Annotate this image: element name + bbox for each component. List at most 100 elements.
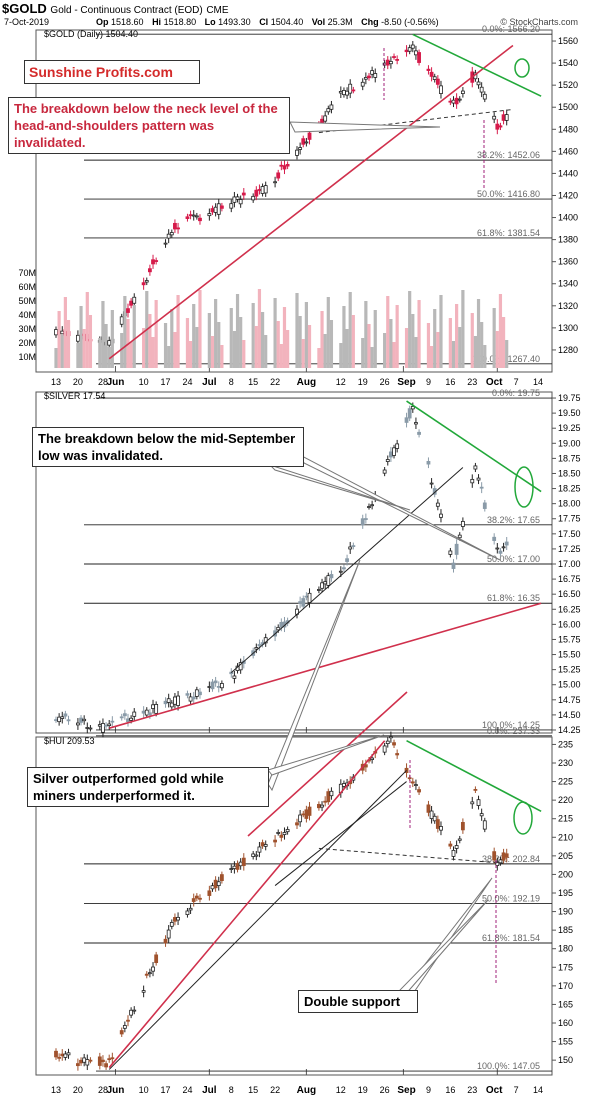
y-tick-label: 16.75 bbox=[558, 574, 581, 584]
candle-body bbox=[304, 141, 309, 144]
candle-body bbox=[373, 73, 378, 78]
volume-bar bbox=[417, 300, 421, 368]
candle-body bbox=[429, 71, 434, 77]
x-tick-label: 13 bbox=[51, 377, 61, 387]
volume-bar bbox=[411, 314, 415, 368]
volume-bar bbox=[455, 304, 459, 368]
y-tick-label: 175 bbox=[558, 962, 573, 972]
candle-body bbox=[141, 282, 146, 286]
panel-title-0: $GOLD (Daily) 1504.40 bbox=[44, 29, 138, 39]
candle-body bbox=[107, 1058, 112, 1061]
fib-label: 0.0%: 237.33 bbox=[487, 726, 540, 736]
x-tick-label: 15 bbox=[248, 1085, 258, 1095]
candle-body bbox=[132, 1009, 137, 1012]
annotation-silver: The breakdown below the mid-September lo… bbox=[32, 427, 304, 467]
volume-bar bbox=[298, 316, 302, 368]
volume-bar bbox=[188, 341, 193, 368]
candle-body bbox=[460, 521, 465, 527]
hui-callout-pointer-1 bbox=[267, 559, 361, 792]
candle-body bbox=[119, 1030, 124, 1035]
stat-op: Op 1518.60 bbox=[96, 17, 147, 27]
candle-body bbox=[414, 422, 418, 425]
panel-title-1: $SILVER 17.54 bbox=[44, 391, 105, 401]
y-tick-label: 16.25 bbox=[558, 604, 581, 614]
candle-body bbox=[342, 783, 346, 787]
volume-bar bbox=[414, 337, 418, 368]
x-tick-label: 23 bbox=[467, 1085, 477, 1095]
gold-green-ellipse bbox=[514, 58, 530, 78]
y-tick-label: 1280 bbox=[558, 345, 578, 355]
candle-body bbox=[285, 829, 290, 833]
volume-bar bbox=[495, 331, 499, 368]
y-tick-label: 190 bbox=[558, 907, 573, 917]
y-tick-label: 1480 bbox=[558, 124, 578, 134]
candle-body bbox=[219, 205, 224, 209]
candle-body bbox=[260, 842, 265, 847]
candle-body bbox=[169, 922, 174, 927]
y-tick-label: 1540 bbox=[558, 58, 578, 68]
candle-body bbox=[154, 260, 159, 262]
y-tick-label: 235 bbox=[558, 739, 573, 749]
volume-bar bbox=[429, 346, 434, 368]
candle-body bbox=[107, 723, 112, 726]
volume-bar bbox=[163, 323, 168, 368]
gold-neckline bbox=[318, 108, 514, 134]
candle-body bbox=[329, 574, 334, 579]
volume-bar bbox=[79, 306, 83, 368]
candle-body bbox=[219, 683, 224, 689]
candle-body bbox=[254, 854, 259, 857]
volume-bar bbox=[120, 333, 124, 368]
candle-body bbox=[451, 849, 456, 857]
y-tick-label: 160 bbox=[558, 1018, 573, 1028]
volume-bar bbox=[276, 321, 280, 368]
volume-bar bbox=[101, 301, 105, 368]
candle-body bbox=[479, 86, 484, 93]
candle-body bbox=[254, 647, 259, 650]
stat-chg: Chg -8.50 (-0.56%) bbox=[361, 17, 439, 27]
fib-label: 50.0%: 192.19 bbox=[482, 893, 540, 903]
candle-body bbox=[360, 518, 365, 526]
candle-body bbox=[57, 1056, 62, 1059]
y-tick-label: 1460 bbox=[558, 146, 578, 156]
fib-label: 0.0%: 1566.20 bbox=[482, 24, 540, 34]
y-tick-label: 18.00 bbox=[558, 499, 581, 509]
volume-bar bbox=[326, 297, 330, 368]
y-tick-label: 15.00 bbox=[558, 680, 581, 690]
gold-green-downtrend bbox=[412, 33, 542, 97]
candle-body bbox=[82, 1057, 87, 1063]
x-tick-label: 9 bbox=[426, 1085, 431, 1095]
y-tick-label: 170 bbox=[558, 981, 573, 991]
x-tick-label: 15 bbox=[248, 377, 258, 387]
candle-body bbox=[169, 232, 174, 236]
candle-body bbox=[166, 698, 171, 703]
y-tick-label: 17.00 bbox=[558, 559, 581, 569]
fib-label: 61.8%: 181.54 bbox=[482, 933, 540, 943]
x-tick-label: 14 bbox=[533, 1085, 543, 1095]
candle-body bbox=[79, 717, 83, 723]
candle-body bbox=[348, 546, 353, 550]
x-tick-label: Aug bbox=[297, 1085, 316, 1096]
candle-body bbox=[260, 186, 265, 194]
volume-bar bbox=[323, 334, 327, 368]
candle-body bbox=[479, 813, 484, 817]
y-tick-label: 1360 bbox=[558, 257, 578, 267]
volume-bar bbox=[342, 306, 346, 368]
volume-bar bbox=[498, 294, 503, 368]
candle-body bbox=[110, 1057, 115, 1060]
x-tick-label: 8 bbox=[229, 1085, 234, 1095]
candle-body bbox=[101, 1059, 105, 1063]
volume-bar bbox=[132, 305, 136, 368]
candle-body bbox=[370, 504, 375, 507]
y-tick-label: 18.75 bbox=[558, 453, 581, 463]
volume-bar bbox=[167, 346, 171, 368]
x-tick-label: 10 bbox=[139, 377, 149, 387]
candle-body bbox=[470, 801, 475, 805]
y-tick-label: 1500 bbox=[558, 102, 578, 112]
volume-bar bbox=[370, 347, 374, 368]
candle-body bbox=[235, 196, 240, 200]
y-tick-label: 230 bbox=[558, 758, 573, 768]
candle-body bbox=[323, 800, 328, 803]
volume-bar bbox=[151, 337, 155, 368]
volume-bar bbox=[85, 292, 89, 368]
